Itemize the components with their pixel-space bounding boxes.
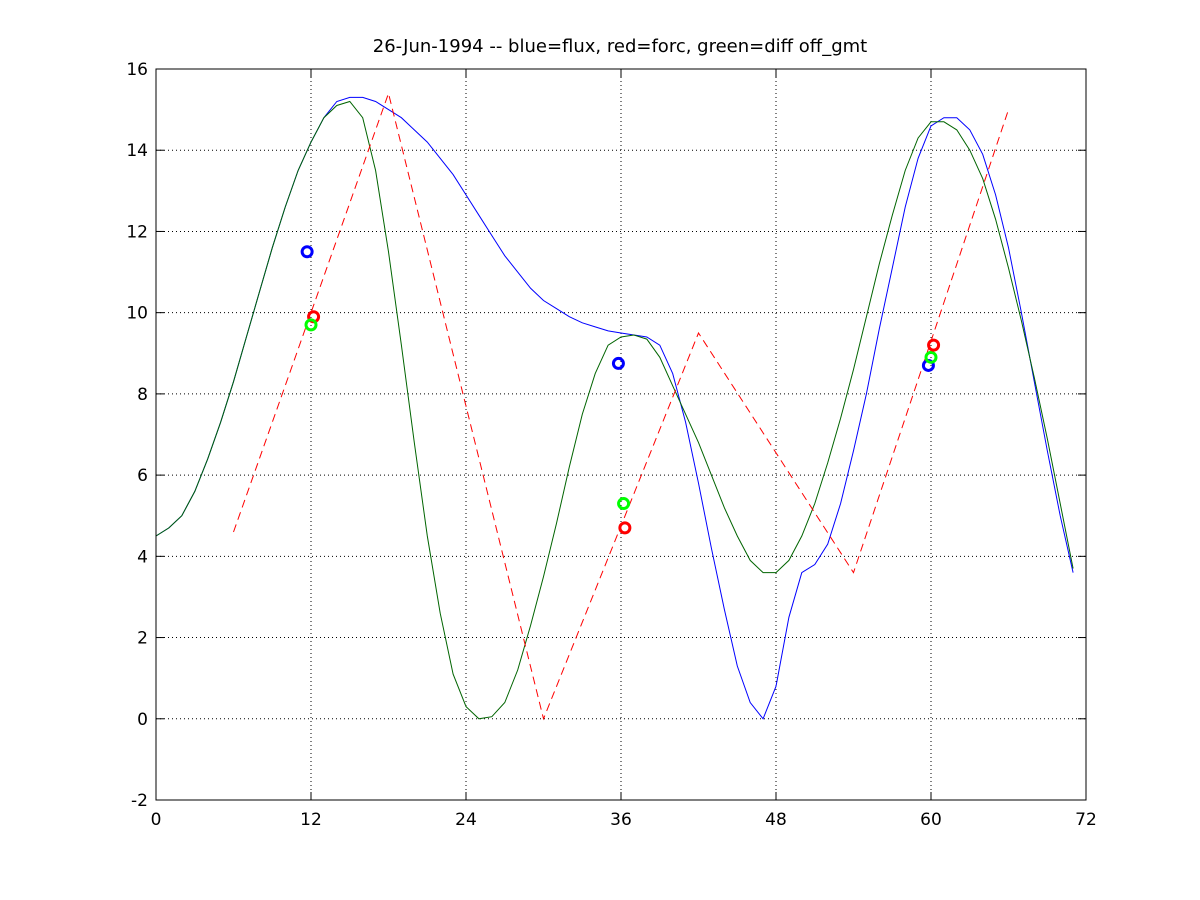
data-point-marker — [924, 350, 938, 364]
data-point-marker — [304, 318, 318, 332]
chart-title: 26-Jun-1994 -- blue=flux, red=forc, gree… — [373, 36, 867, 57]
y-tick-label: 14 — [126, 141, 148, 161]
x-tick-label: 24 — [455, 810, 477, 830]
y-tick-label: 8 — [137, 385, 148, 405]
data-point-marker — [927, 338, 941, 352]
data-point-marker — [300, 245, 314, 259]
y-tick-label: 12 — [126, 222, 148, 242]
x-tick-label: 36 — [610, 810, 632, 830]
y-tick-label: -2 — [131, 791, 148, 811]
grid — [156, 69, 1086, 800]
data-point-marker — [617, 497, 631, 511]
x-tick-label: 72 — [1075, 810, 1097, 830]
data-point-marker — [618, 521, 632, 535]
series-layer — [155, 91, 1074, 721]
series-line — [155, 96, 1074, 720]
y-tick-label: 6 — [137, 466, 148, 486]
x-tick-label: 60 — [920, 810, 942, 830]
data-point-marker — [611, 356, 625, 370]
x-tick-label: 12 — [300, 810, 322, 830]
y-tick-label: 2 — [137, 629, 148, 649]
y-tick-label: 4 — [137, 547, 148, 567]
y-tick-label: 0 — [137, 710, 148, 730]
x-tick-label: 48 — [765, 810, 787, 830]
marker-layer — [300, 245, 941, 535]
x-tick-label: 0 — [151, 810, 162, 830]
series-line — [155, 100, 1074, 720]
y-tick-label: 10 — [126, 304, 148, 324]
series-line — [233, 91, 1009, 721]
y-tick-label: 16 — [126, 60, 148, 80]
